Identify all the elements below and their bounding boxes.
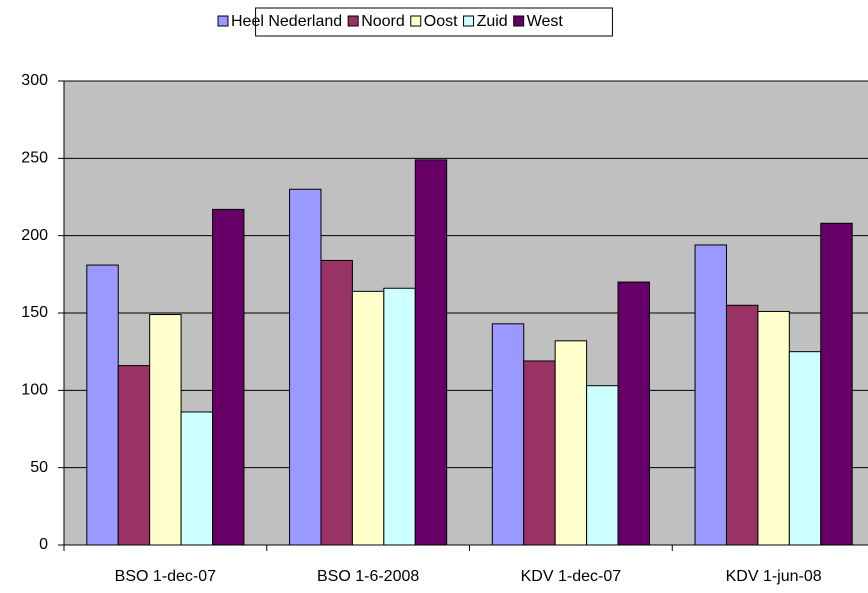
bar bbox=[554, 340, 588, 546]
legend-swatch bbox=[410, 15, 422, 27]
bar bbox=[180, 411, 214, 546]
bar bbox=[351, 290, 385, 546]
legend-swatch bbox=[347, 15, 359, 27]
y-tick-label: 200 bbox=[21, 227, 48, 244]
bar bbox=[523, 360, 556, 546]
bar bbox=[383, 287, 416, 546]
bar bbox=[149, 314, 182, 546]
legend-label: Noord bbox=[361, 13, 405, 30]
x-tick-label: BSO 1-dec-07 bbox=[115, 568, 216, 585]
y-tick-label: 50 bbox=[30, 459, 48, 476]
x-tick-label: BSO 1-6-2008 bbox=[317, 568, 419, 585]
bar bbox=[617, 281, 650, 546]
bar bbox=[820, 222, 853, 546]
bar bbox=[320, 259, 353, 546]
bar bbox=[788, 351, 822, 546]
bar bbox=[289, 188, 322, 546]
bar bbox=[414, 159, 448, 546]
legend-box bbox=[255, 7, 613, 37]
y-tick-label: 250 bbox=[21, 150, 48, 167]
legend-label: Oost bbox=[424, 13, 458, 30]
bar bbox=[117, 365, 151, 546]
x-tick-label: KDV 1-jun-08 bbox=[726, 568, 822, 585]
bar bbox=[86, 264, 119, 546]
y-tick-label: 300 bbox=[21, 72, 48, 89]
bar bbox=[725, 304, 759, 546]
legend-swatch bbox=[217, 15, 229, 27]
legend-label: Heel Nederland bbox=[231, 13, 342, 30]
bar bbox=[694, 244, 727, 546]
legend-swatch bbox=[513, 15, 525, 27]
legend-swatch bbox=[463, 15, 475, 27]
bar bbox=[586, 385, 619, 546]
y-tick-label: 0 bbox=[39, 536, 48, 553]
legend-label: West bbox=[527, 13, 564, 30]
y-tick-label: 150 bbox=[21, 304, 48, 321]
bar bbox=[757, 310, 790, 546]
legend-label: Zuid bbox=[477, 13, 508, 30]
bar bbox=[491, 323, 525, 546]
bar bbox=[212, 208, 245, 546]
y-tick-label: 100 bbox=[21, 382, 48, 399]
x-tick-label: KDV 1-dec-07 bbox=[521, 568, 622, 585]
